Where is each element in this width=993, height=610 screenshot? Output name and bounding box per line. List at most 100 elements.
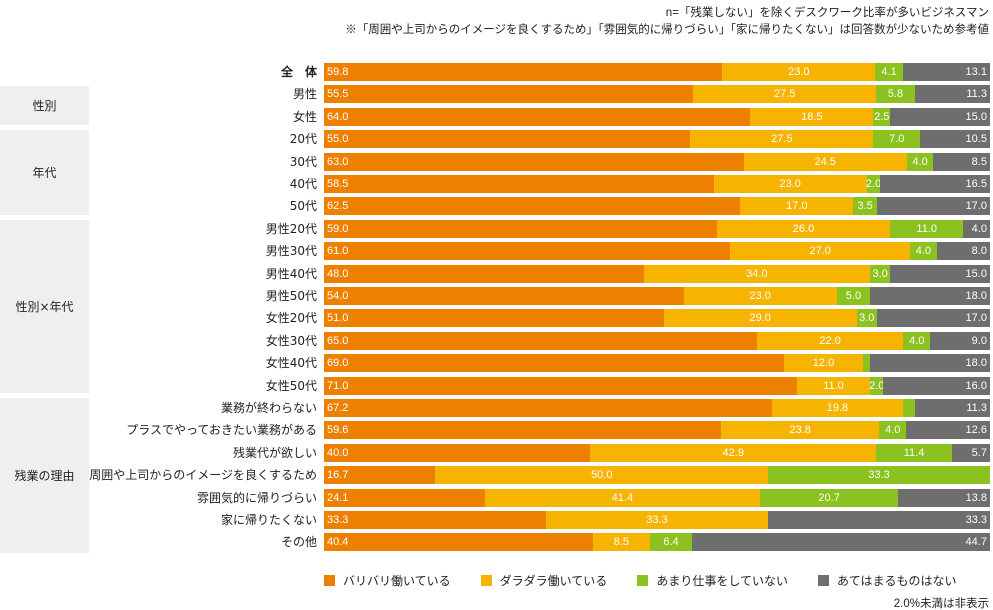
- data-label: 11.3: [966, 402, 987, 414]
- row-label: 雰囲気的に帰りづらい: [196, 490, 317, 505]
- bar-segment-2: [903, 399, 915, 417]
- data-label: 44.7: [965, 536, 987, 549]
- group-age: 年代: [0, 130, 89, 215]
- data-label: 4.0: [909, 334, 925, 347]
- data-label: 24.5: [814, 155, 836, 168]
- bar-segment-0: 59.0: [324, 219, 717, 238]
- bar-segment-1: 19.8: [771, 399, 904, 417]
- data-label: 4.0: [912, 155, 928, 168]
- bar-segment-0: 62.5: [324, 197, 741, 216]
- data-label: 20.7: [818, 491, 840, 504]
- legend-label: ダラダラ働いている: [499, 574, 608, 588]
- bar-segment-0: 64.0: [324, 107, 751, 126]
- stacked-bar: 71.0 11.0 2.0 16.0: [324, 376, 990, 395]
- data-label: 9.0: [971, 334, 987, 347]
- bar-segment-1: 11.0: [796, 376, 871, 395]
- bar-segment-0: 71.0: [324, 376, 797, 395]
- stacked-bar: 58.5 23.0 2.0 16.5: [324, 175, 990, 193]
- bar-segment-2: 5.0: [836, 287, 871, 305]
- data-label: 16.0: [965, 379, 987, 392]
- data-label: 17.0: [786, 200, 808, 213]
- data-label: 3.5: [857, 200, 873, 213]
- bar-segment-3: 33.3: [768, 511, 990, 529]
- row-label: 業務が終わらない: [220, 401, 317, 415]
- bar-segment-1: 23.8: [720, 421, 880, 440]
- sample-note: n=「残業しない」を除くデスクワーク比率が多いビジネスマン: [665, 7, 989, 19]
- data-label: 59.8: [327, 66, 349, 78]
- bar-segment-3: 44.7: [692, 533, 990, 552]
- data-label: 17.0: [965, 312, 987, 325]
- row-label: 男性30代: [265, 244, 317, 259]
- bar-segment-1: 8.5: [593, 533, 650, 552]
- reference-note: ※「周囲や上司からのイメージを良くするため」「雰囲気的に帰りづらい」「家に帰りた…: [345, 24, 989, 36]
- legend-label: あてはまるものはない: [836, 574, 957, 588]
- stacked-bar: 16.7 50.0 33.3: [324, 466, 990, 485]
- data-label: 23.8: [789, 424, 811, 437]
- data-label: 4.0: [885, 424, 901, 437]
- data-label: 48.0: [327, 267, 349, 280]
- bar-segment-0: 69.0: [324, 354, 784, 373]
- data-label: 29.0: [749, 312, 771, 325]
- data-label: 19.8: [826, 402, 849, 414]
- bar-segment-3: 16.5: [880, 175, 990, 193]
- data-label: 51.0: [327, 312, 349, 325]
- data-label: 18.5: [801, 110, 823, 123]
- data-label: 11.0: [916, 222, 938, 235]
- row-label: プラスでやっておきたい業務がある: [126, 423, 317, 438]
- bar-segment-1: 26.0: [716, 219, 891, 238]
- data-label: 4.0: [915, 245, 932, 258]
- data-label: 23.0: [788, 66, 810, 78]
- row-label: 50代: [289, 199, 317, 214]
- stacked-bar: 54.0 23.0 5.0 18.0: [324, 287, 990, 305]
- data-label: 24.1: [327, 491, 349, 504]
- data-label: 23.0: [779, 178, 801, 190]
- data-label: 11.4: [903, 446, 925, 459]
- bar-segment-0: 65.0: [324, 331, 757, 350]
- legend-swatch: [637, 575, 649, 586]
- data-label: 17.0: [965, 200, 987, 213]
- stacked-bar: 65.0 22.0 4.0 9.0: [324, 331, 990, 350]
- stacked-bar: 24.1 41.4 20.7 13.8: [324, 488, 990, 507]
- data-label: 27.5: [774, 88, 796, 101]
- bar-segment-3: 15.0: [890, 107, 990, 126]
- bar-segment-1: 12.0: [783, 354, 864, 373]
- data-label: 6.4: [663, 536, 679, 549]
- stacked-bar: 51.0 29.0 3.0 17.0: [324, 309, 990, 328]
- bar-segment-3: 8.5: [933, 152, 990, 171]
- bar-segment-3: 17.0: [876, 309, 990, 328]
- data-label: 27.5: [771, 133, 793, 146]
- bar-segment-2: 20.7: [760, 488, 899, 507]
- bar-segment-2: 2.5: [873, 107, 891, 126]
- data-label: 64.0: [327, 110, 349, 123]
- stacked-bar: 55.5 27.5 5.8 11.3: [324, 85, 990, 104]
- bar-segment-2: 11.4: [876, 443, 953, 462]
- data-label: 15.0: [965, 110, 987, 123]
- data-label: 58.5: [327, 178, 349, 190]
- data-label: 18.0: [965, 357, 987, 370]
- row-label: 家に帰りたくない: [220, 513, 317, 527]
- data-label: 55.0: [327, 133, 349, 146]
- data-label: 12.0: [812, 357, 835, 370]
- data-label: 8.5: [613, 536, 630, 549]
- data-label: 7.0: [889, 133, 905, 146]
- data-label: 13.1: [965, 66, 987, 78]
- row-label: 女性40代: [265, 356, 317, 371]
- group-gender: 性別: [0, 86, 89, 125]
- bar-segment-1: 24.5: [743, 152, 907, 171]
- data-label: 54.0: [327, 290, 349, 302]
- data-label: 59.0: [327, 222, 349, 235]
- data-label: 10.5: [965, 133, 987, 146]
- bar-segment-2: 3.5: [853, 197, 877, 216]
- bar-segment-1: 22.0: [756, 331, 904, 350]
- data-label: 3.0: [859, 312, 875, 325]
- bar-segment-3: 18.0: [870, 287, 990, 305]
- data-label: 2.5: [874, 110, 890, 123]
- stacked-bar: 62.5 17.0 3.5 17.0: [324, 197, 990, 216]
- legend-swatch: [817, 575, 829, 586]
- bar-segment-1: 33.3: [546, 511, 768, 529]
- data-label: 23.0: [749, 290, 771, 302]
- data-label: 55.5: [327, 88, 349, 101]
- data-label: 42.9: [722, 446, 744, 459]
- row-label: 40代: [289, 177, 317, 191]
- bar-segment-0: 55.0: [324, 130, 691, 149]
